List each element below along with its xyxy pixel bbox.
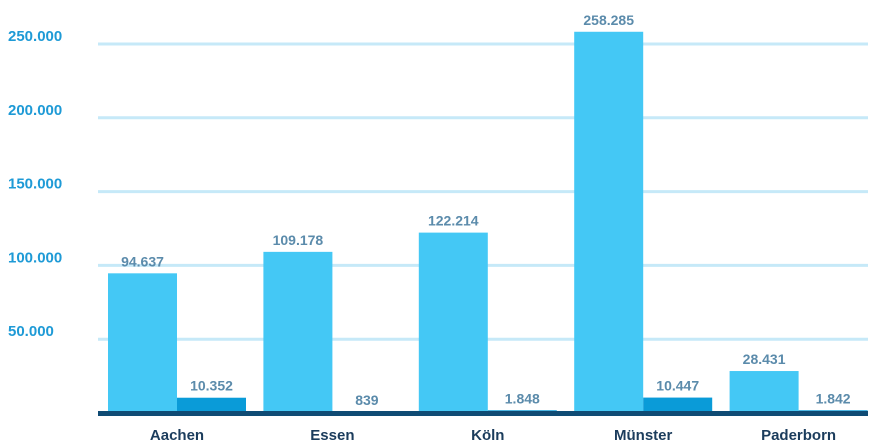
category-label: Aachen (150, 427, 204, 443)
value-label: 258.285 (583, 12, 634, 28)
value-label: 122.214 (428, 213, 479, 229)
bar-series1 (574, 31, 644, 414)
bar-series2 (643, 397, 713, 413)
y-tick-label: 200.000 (8, 102, 62, 119)
bar-series1 (108, 273, 177, 413)
value-label: 10.352 (190, 378, 233, 394)
bar-series1 (729, 371, 799, 413)
category-label: Köln (471, 427, 504, 443)
y-tick-label: 250.000 (8, 28, 62, 45)
category-label: Münster (614, 427, 673, 443)
value-label: 839 (355, 392, 379, 408)
x-axis-baseline (98, 411, 868, 416)
y-tick-label: 150.000 (8, 176, 62, 193)
category-label: Essen (310, 427, 354, 443)
baseline-bar (98, 411, 868, 416)
y-tick-label: 100.000 (8, 249, 62, 266)
value-label: 109.178 (273, 232, 324, 248)
category-label: Paderborn (761, 427, 836, 443)
gridlines (98, 42, 868, 341)
value-label: 1.842 (816, 390, 851, 406)
value-labels: 94.637 10.352 109.178 839 122.214 1.848 258.28… (121, 12, 851, 408)
value-label: 1.848 (505, 390, 540, 406)
value-label: 10.447 (656, 378, 699, 394)
value-label: 28.431 (743, 351, 786, 367)
y-tick-label: 50.000 (8, 323, 54, 340)
bar-series1 (263, 251, 333, 413)
bar-series2 (177, 397, 246, 413)
value-label: 94.637 (121, 253, 164, 269)
bars (108, 31, 868, 414)
x-axis-categories: Aachen Essen Köln Münster Paderborn (150, 427, 836, 443)
bar-series1 (418, 232, 488, 413)
y-axis-ticks: 50.000 100.000 150.000 200.000 250.000 (8, 28, 62, 340)
